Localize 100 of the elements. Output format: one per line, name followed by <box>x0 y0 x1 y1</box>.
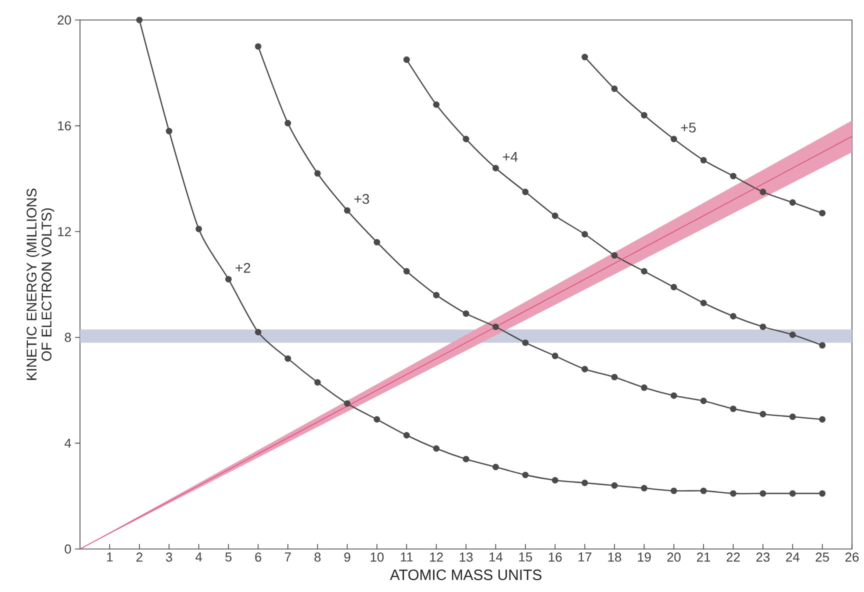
point <box>433 101 440 108</box>
point <box>403 432 410 439</box>
point <box>552 352 558 360</box>
x-axis-title: ATOMIC MASS UNITS <box>390 570 542 580</box>
point <box>582 54 588 60</box>
x-tick-label: 13 <box>460 552 473 562</box>
point <box>819 342 826 349</box>
point <box>700 398 707 404</box>
x-tick-label: 9 <box>344 552 350 562</box>
point <box>760 324 766 330</box>
point <box>611 86 618 92</box>
point <box>789 199 796 206</box>
point <box>700 156 707 164</box>
point <box>640 112 648 118</box>
point <box>670 488 678 494</box>
point <box>611 482 618 489</box>
point <box>700 488 707 494</box>
point <box>789 332 796 338</box>
point <box>552 212 558 219</box>
point <box>284 355 292 362</box>
x-tick-label: 11 <box>400 552 413 562</box>
point <box>522 188 529 196</box>
point <box>254 328 262 336</box>
x-tick-label: 16 <box>548 552 562 562</box>
point <box>374 238 380 246</box>
point <box>522 472 529 478</box>
point <box>462 136 470 142</box>
x-tick-label: 21 <box>697 552 710 562</box>
x-tick-label: 26 <box>845 552 859 562</box>
y-tick-label: 8 <box>64 332 71 342</box>
point <box>522 339 529 346</box>
point <box>819 210 826 216</box>
point <box>136 16 143 24</box>
point <box>492 324 499 330</box>
point <box>730 406 736 412</box>
x-tick-label: 7 <box>284 552 291 562</box>
point <box>611 374 618 380</box>
y-tick-label: 16 <box>58 121 71 130</box>
point <box>433 445 440 452</box>
x-tick-label: 17 <box>578 552 592 562</box>
x-tick-label: 20 <box>667 552 681 562</box>
point <box>819 416 826 423</box>
point <box>640 268 648 275</box>
series-label: +3 <box>354 194 370 204</box>
point <box>462 456 470 462</box>
x-tick-label: 23 <box>756 552 770 562</box>
series-label: +2 <box>236 262 250 273</box>
x-tick-label: 18 <box>608 552 622 562</box>
point <box>760 188 766 196</box>
x-tick-label: 12 <box>430 552 443 562</box>
point <box>789 490 796 497</box>
x-tick-label: 5 <box>225 552 232 562</box>
x-tick-label: 8 <box>314 552 321 562</box>
point <box>403 56 410 63</box>
point <box>374 416 380 423</box>
x-tick-label: 25 <box>816 552 829 562</box>
x-tick-label: 10 <box>370 552 384 562</box>
x-tick-label: 4 <box>195 552 202 562</box>
y-tick-label: 12 <box>58 227 71 236</box>
point <box>582 366 588 372</box>
point <box>462 310 470 317</box>
point <box>640 484 648 492</box>
y-tick-label: 0 <box>64 544 71 554</box>
point <box>552 476 558 484</box>
x-tick-label: 3 <box>166 552 172 562</box>
point <box>640 384 648 391</box>
x-tick-label: 15 <box>519 552 532 562</box>
x-tick-label: 1 <box>107 552 113 562</box>
point <box>344 207 350 214</box>
point <box>730 490 736 497</box>
point <box>403 268 410 275</box>
point <box>760 490 766 497</box>
x-tick-label: 22 <box>726 552 740 562</box>
x-tick-label: 2 <box>136 552 142 562</box>
point <box>254 43 262 50</box>
point <box>196 226 202 232</box>
point <box>760 410 766 418</box>
x-tick-label: 19 <box>638 552 651 562</box>
point <box>225 276 232 282</box>
point <box>314 379 321 386</box>
x-tick-label: 14 <box>489 552 503 562</box>
point <box>611 252 618 259</box>
point <box>344 400 350 407</box>
point <box>670 392 678 399</box>
point <box>433 292 440 298</box>
point <box>670 136 678 142</box>
point <box>700 300 707 306</box>
point <box>492 164 499 172</box>
point <box>670 284 678 290</box>
x-tick-label: 24 <box>786 552 800 562</box>
point <box>819 490 826 497</box>
y-axis-title: KINETIC ENERGY (MILLIONS OF ELECTRON VOLTS) <box>26 188 54 380</box>
y-tick-label: 20 <box>58 15 71 25</box>
point <box>314 170 321 177</box>
point <box>730 172 736 180</box>
point <box>582 231 588 238</box>
series-label: +5 <box>681 122 696 133</box>
point <box>789 414 796 420</box>
x-tick-label: 6 <box>255 552 262 562</box>
point <box>492 464 499 470</box>
